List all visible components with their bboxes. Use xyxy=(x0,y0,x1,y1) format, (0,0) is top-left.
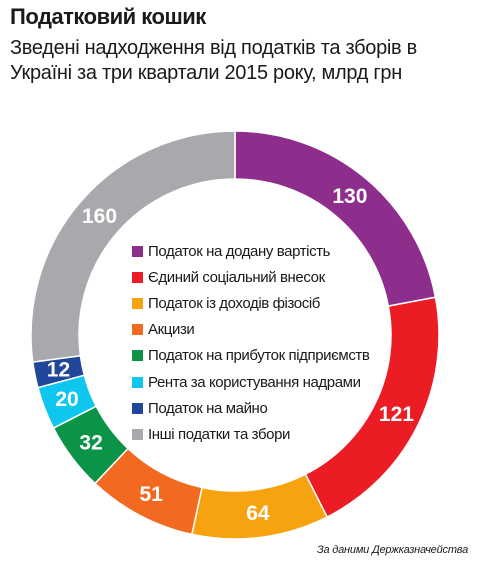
legend-label: Податок на прибуток підприємств xyxy=(148,347,370,365)
legend-swatch xyxy=(132,350,143,362)
legend-label: Акцизи xyxy=(148,321,195,339)
legend-label: Інші податки та збори xyxy=(148,425,291,443)
slice-value-label: 160 xyxy=(82,205,117,228)
slice-value-label: 12 xyxy=(47,359,70,382)
slice-value-label: 64 xyxy=(246,502,270,525)
slice-value-label: 20 xyxy=(55,388,78,411)
legend-label: Єдиний соціальний внесок xyxy=(148,268,325,286)
legend-label: Податок із доходів фізосіб xyxy=(148,294,320,312)
legend-label: Податок на додану вартість xyxy=(148,242,331,260)
legend-swatch xyxy=(132,324,143,336)
legend-item: Податок на майно xyxy=(132,395,369,421)
chart-title: Податковий кошик xyxy=(10,4,206,29)
legend-swatch xyxy=(132,428,143,440)
legend-label: Рента за користування надрами xyxy=(148,373,361,391)
legend-item: Податок на додану вартість xyxy=(132,238,369,264)
legend-item: Податок на прибуток підприємств xyxy=(132,343,370,369)
slice-value-label: 121 xyxy=(379,403,414,426)
slice-value-label: 32 xyxy=(79,432,102,455)
legend-label: Податок на майно xyxy=(148,399,268,417)
legend-item: Інші податки та збори xyxy=(132,421,369,447)
legend-item: Рента за користування надрами xyxy=(132,369,369,395)
source-note: За даними Держказначейства xyxy=(316,544,468,556)
legend: Податок на додану вартість Єдиний соціаль… xyxy=(132,238,370,448)
chart-subtitle: Зведені надходження від податків та збор… xyxy=(10,37,417,84)
legend-item: Податок із доходів фізосіб xyxy=(132,290,369,316)
legend-swatch xyxy=(132,297,143,309)
legend-item: Єдиний соціальний внесок xyxy=(132,264,369,290)
legend-swatch xyxy=(132,376,143,388)
slice-value-label: 130 xyxy=(332,185,367,208)
donut-slice xyxy=(30,130,236,363)
legend-item: Акцизи xyxy=(132,317,369,343)
legend-swatch xyxy=(132,271,143,283)
slice-value-label: 51 xyxy=(139,483,163,506)
legend-swatch xyxy=(132,402,143,414)
legend-swatch xyxy=(132,245,143,257)
